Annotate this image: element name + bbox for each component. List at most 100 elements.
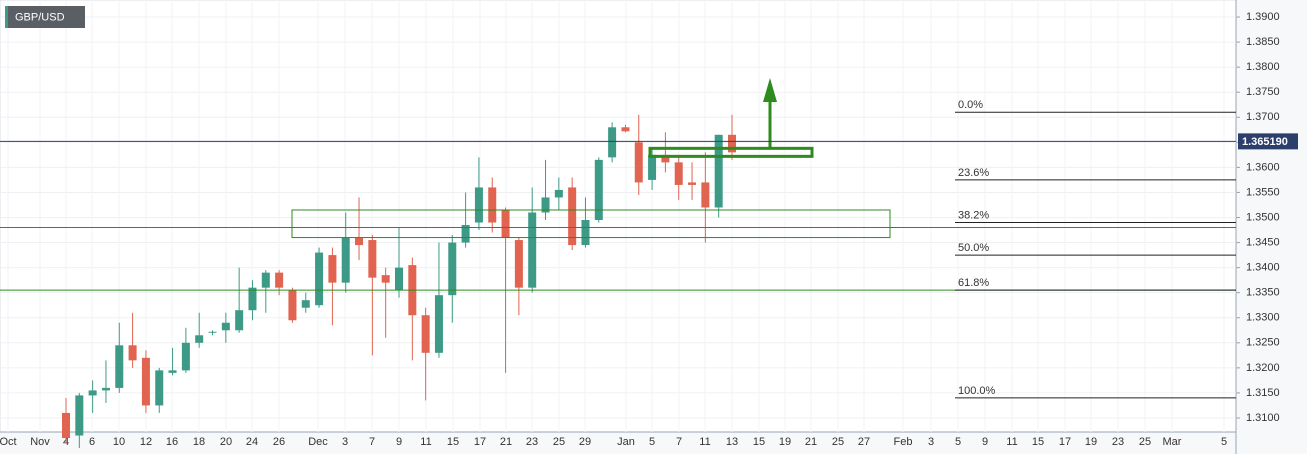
y-tick-label: 1.3550 [1246, 186, 1280, 198]
x-tick-label: 25 [553, 436, 565, 448]
candle-body [315, 252, 324, 306]
arrow-head [763, 78, 777, 102]
fib-label: 0.0% [958, 99, 983, 111]
symbol-badge-accent [5, 6, 8, 28]
candle-body [594, 159, 603, 221]
x-tick-label: 20 [220, 436, 232, 448]
candle-body [88, 390, 97, 396]
y-tick-label: 1.3400 [1246, 262, 1280, 274]
candle-body [261, 272, 270, 288]
candle-body [634, 142, 643, 183]
y-tick-label: 1.3350 [1246, 287, 1280, 299]
x-tick-label: 17 [474, 436, 486, 448]
y-tick-label: 1.3250 [1246, 337, 1280, 349]
fib-label: 61.8% [958, 277, 989, 289]
candle-body [275, 272, 284, 288]
zone-box [291, 209, 891, 239]
fib-label: 38.2% [958, 209, 989, 221]
x-tick-label: 15 [753, 436, 765, 448]
candle-body [514, 240, 523, 288]
candle-body [661, 154, 670, 163]
candle-body [115, 345, 124, 388]
time-axis [0, 432, 1236, 454]
x-tick-label: 9 [982, 436, 988, 448]
candle-body [341, 237, 350, 283]
last-price-label: 1.365190 [1242, 136, 1288, 148]
candle-body [568, 187, 577, 246]
candle-body [728, 134, 736, 153]
x-tick-label: 3 [928, 436, 934, 448]
x-tick-label: 5 [1221, 436, 1227, 448]
x-tick-label: 11 [1006, 436, 1017, 448]
last-price-badge [1238, 133, 1298, 150]
candle-body [288, 290, 297, 321]
x-tick-label: 17 [1059, 436, 1071, 448]
plot-area [0, 0, 1237, 433]
candle-body [608, 127, 617, 158]
candle-body [75, 395, 84, 436]
x-tick-label: 19 [779, 436, 791, 448]
y-tick-label: 1.3500 [1246, 211, 1280, 223]
candle-body [235, 310, 244, 331]
y-tick-label: 1.3700 [1246, 111, 1280, 123]
candle-body [688, 182, 697, 185]
candle-body [141, 357, 150, 406]
x-tick-label: 25 [1139, 436, 1151, 448]
x-tick-label: 11 [699, 436, 710, 448]
x-tick-label: 6 [89, 436, 95, 448]
fib-label: 50.0% [958, 242, 989, 254]
candle-body [541, 197, 550, 213]
x-tick-label: 29 [579, 436, 591, 448]
x-tick-label: Oct [0, 436, 17, 448]
fib-label: 100.0% [958, 385, 996, 397]
x-tick-label: 15 [1032, 436, 1044, 448]
y-tick-label: 1.3750 [1246, 86, 1280, 98]
x-tick-label: 26 [273, 436, 285, 448]
x-tick-label: 16 [166, 436, 178, 448]
x-tick-label: 23 [526, 436, 538, 448]
candle-body [448, 242, 457, 296]
y-tick-label: 1.3100 [1246, 412, 1280, 424]
y-tick-label: 1.3450 [1246, 236, 1280, 248]
candle-body [128, 345, 137, 361]
candle-body [714, 134, 723, 208]
candle-body [168, 370, 177, 373]
x-tick-label: 3 [342, 436, 348, 448]
candle-body [474, 187, 483, 223]
candle-body [674, 162, 683, 185]
candle-body [488, 187, 497, 223]
y-tick-label: 1.3900 [1246, 11, 1280, 23]
x-tick-label: Jan [617, 436, 635, 448]
candle-body [208, 331, 217, 333]
candle-body [221, 322, 230, 331]
y-tick-label: 1.3600 [1246, 161, 1280, 173]
candle-body [62, 412, 70, 439]
y-tick-label: 1.3200 [1246, 362, 1280, 374]
candle-body [554, 189, 563, 198]
x-tick-label: Mar [1163, 436, 1182, 448]
candle-body [395, 267, 403, 291]
candle-body [701, 182, 710, 208]
chart-title: GBP/USD [15, 11, 65, 23]
symbol-badge [5, 6, 85, 28]
candle-body [381, 275, 390, 283]
zone-box [648, 146, 814, 158]
x-tick-label: 23 [1112, 436, 1124, 448]
y-tick-label: 1.3300 [1246, 312, 1280, 324]
candle-body [581, 220, 590, 246]
x-tick-label: 5 [955, 436, 961, 448]
candle-body [181, 342, 190, 371]
price-axis [1236, 0, 1307, 454]
x-tick-label: 13 [726, 436, 738, 448]
x-tick-label: 21 [500, 436, 512, 448]
candle-body [501, 209, 510, 238]
candle-body [248, 287, 257, 311]
candle-body [434, 295, 443, 353]
candle-body [355, 237, 364, 246]
x-tick-label: 12 [140, 436, 152, 448]
candle-body [461, 225, 470, 243]
y-tick-label: 1.3800 [1246, 61, 1280, 73]
x-tick-label: 25 [832, 436, 844, 448]
